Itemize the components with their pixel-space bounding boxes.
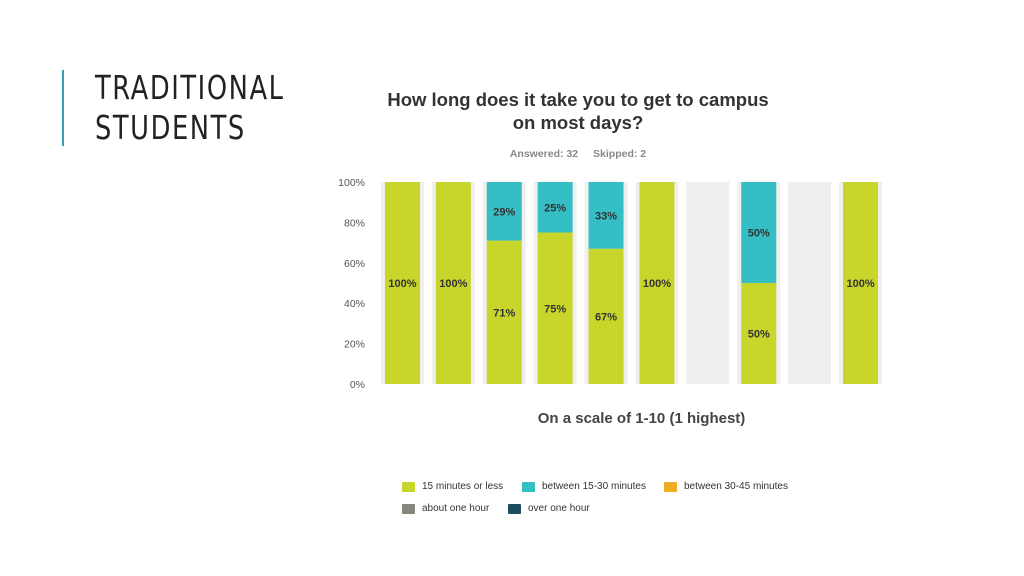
y-tick-label: 40%: [344, 298, 365, 310]
data-label: 50%: [748, 228, 770, 240]
bar-segment: [384, 182, 420, 384]
y-tick-label: 100%: [338, 177, 365, 189]
legend-label: between 30-45 minutes: [684, 481, 788, 492]
legend-label: 15 minutes or less: [422, 481, 504, 492]
legend-swatch: [402, 503, 415, 514]
data-label: 75%: [544, 303, 566, 315]
bar-segment: [537, 182, 573, 233]
legend-label: about one hour: [422, 503, 490, 514]
bar-segment: [537, 232, 573, 384]
data-label: 29%: [493, 206, 515, 218]
slide-title-line-1: TRADITIONAL: [95, 68, 285, 107]
data-label: 50%: [748, 329, 770, 341]
bar-segment: [588, 182, 624, 249]
column-band: [686, 182, 730, 384]
data-label: 100%: [439, 278, 467, 290]
y-tick-label: 0%: [350, 379, 365, 391]
data-label: 100%: [388, 278, 416, 290]
legend-item: 15 minutes or less: [402, 481, 503, 492]
legend-item: between 15-30 minutes: [522, 481, 646, 492]
data-label: 25%: [544, 202, 566, 214]
slide-title-line-2: STUDENTS: [95, 108, 246, 147]
legend-item: about one hour: [402, 503, 489, 514]
response-stats: Answered: 32 Skipped: 2: [340, 148, 816, 160]
skipped-count: Skipped: 2: [593, 148, 647, 160]
data-label: 100%: [643, 278, 671, 290]
legend-item: over one hour: [508, 503, 590, 514]
y-tick-label: 20%: [344, 339, 365, 351]
bar-segment: [588, 248, 624, 384]
chart-title-line-2: on most days?: [512, 112, 644, 133]
answered-count: Answered: 32: [509, 148, 579, 160]
y-tick-label: 60%: [344, 258, 365, 270]
bar-segment: [843, 182, 879, 384]
bar-segment: [486, 182, 522, 241]
legend-label: between 15-30 minutes: [542, 481, 646, 492]
title-accent-bar: [62, 70, 64, 146]
x-axis-label: On a scale of 1-10 (1 highest): [538, 410, 746, 427]
bar-segment: [741, 283, 777, 384]
chart-title-line-1: How long does it take you to get to camp…: [387, 89, 769, 110]
data-label: 67%: [595, 311, 617, 323]
legend-swatch: [402, 481, 415, 492]
y-tick-label: 80%: [344, 217, 365, 229]
data-label: 71%: [493, 307, 515, 319]
legend-item: between 30-45 minutes: [664, 481, 788, 492]
chart-title: How long does it take you to get to camp…: [340, 88, 816, 134]
legend-label: over one hour: [528, 503, 590, 514]
data-label: 100%: [846, 278, 874, 290]
bar-segment: [435, 182, 471, 384]
slide-title: TRADITIONAL STUDENTS: [95, 68, 285, 148]
bar-segment: [741, 182, 777, 283]
bar-segment: [486, 240, 522, 384]
column-band: [788, 182, 832, 384]
bar-segment: [639, 182, 675, 384]
data-label: 33%: [595, 210, 617, 222]
legend-swatch: [664, 481, 677, 492]
legend-swatch: [508, 503, 521, 514]
legend-swatch: [522, 481, 535, 492]
